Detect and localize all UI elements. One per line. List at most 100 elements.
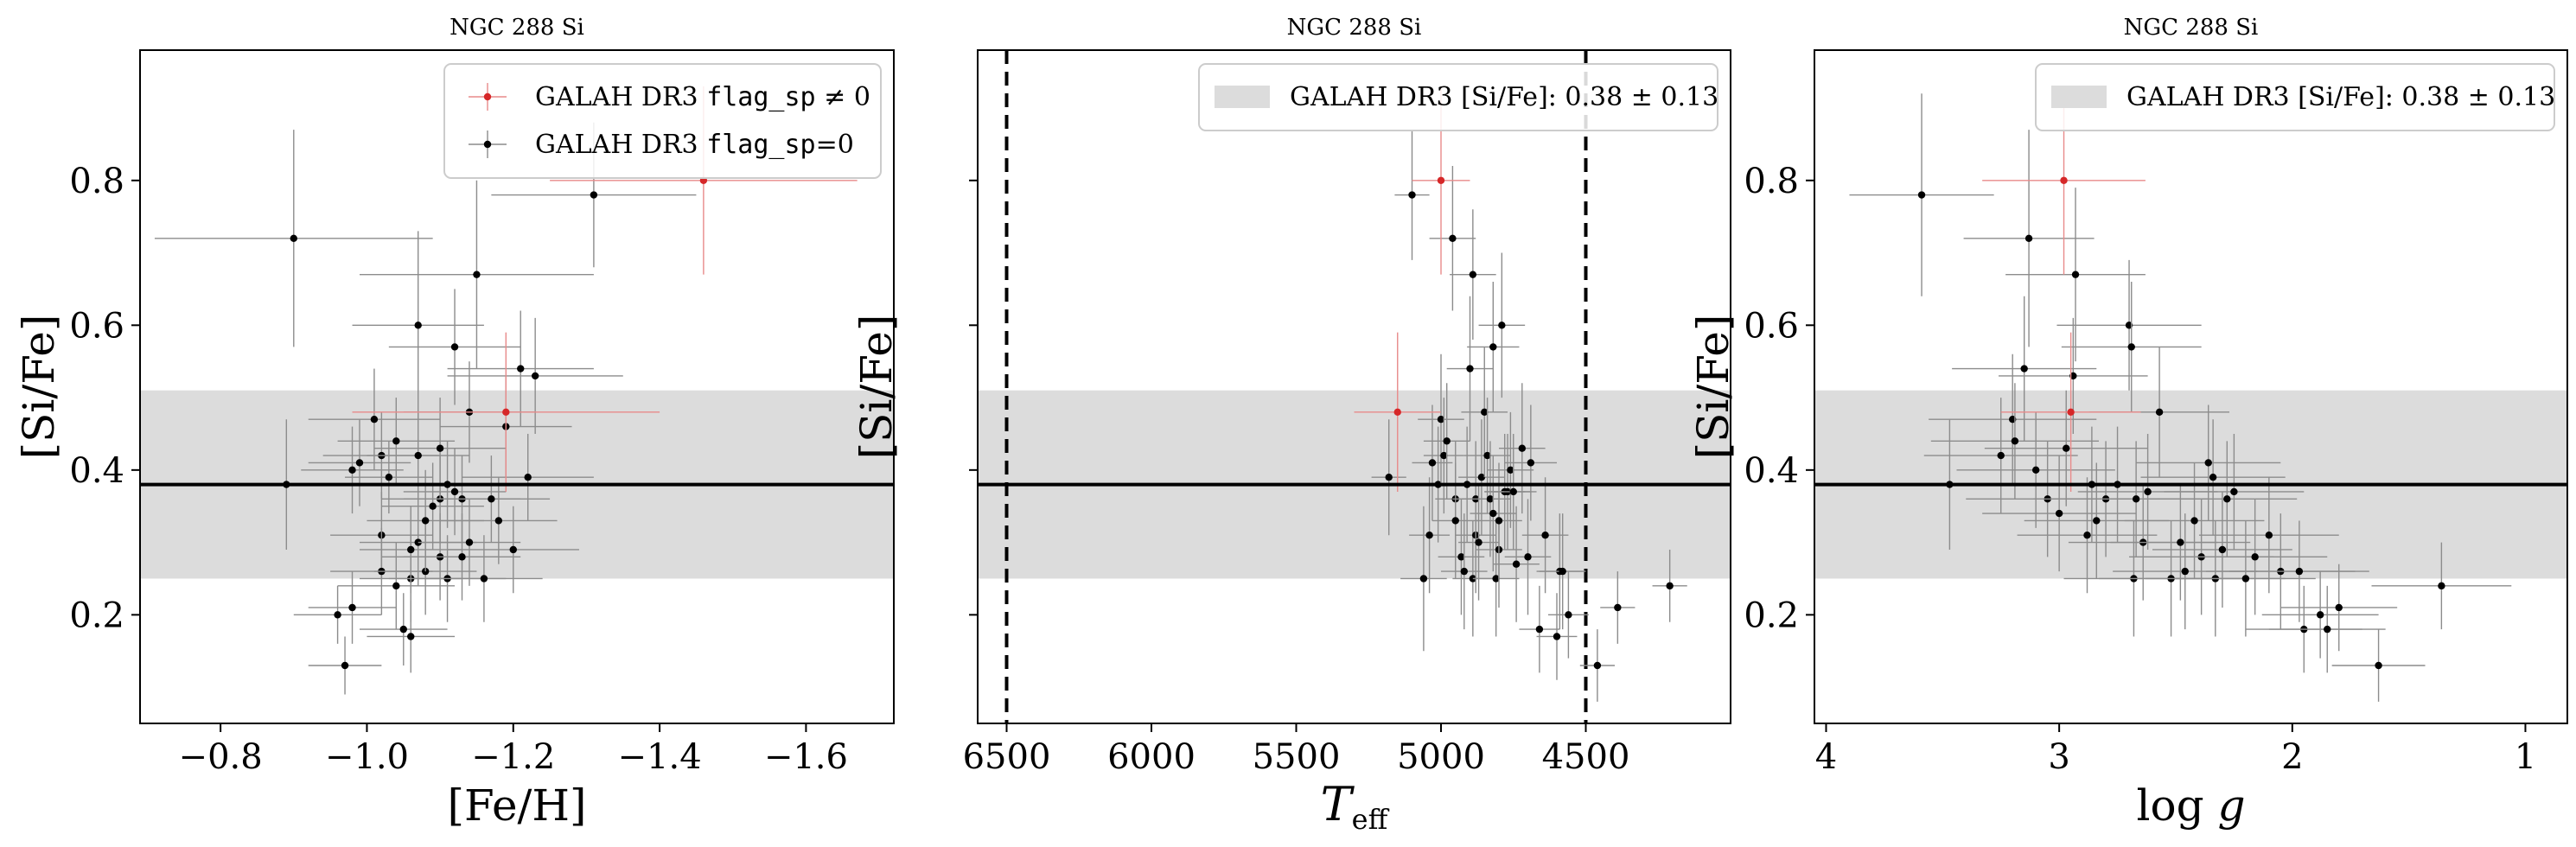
data-marker — [1451, 517, 1459, 525]
legend: GALAH DR3 [Si/Fe]: 0.38 ± 0.13 — [2035, 63, 2555, 131]
data-marker — [1541, 532, 1549, 539]
data-marker — [1565, 611, 1572, 619]
data-marker — [2324, 625, 2331, 634]
data-marker — [429, 502, 437, 510]
x-tick-label: 5000 — [1397, 737, 1485, 777]
star-point — [381, 462, 484, 550]
legend-marker — [483, 140, 492, 149]
data-marker — [1507, 466, 1514, 474]
star-point — [1458, 484, 1499, 601]
star-point — [1489, 433, 1537, 550]
data-marker — [2020, 365, 2028, 373]
data-marker — [1440, 451, 1448, 460]
x-tick-label: −0.8 — [179, 737, 263, 777]
star-point — [1409, 477, 1451, 594]
x-tick-label: −1.2 — [471, 737, 555, 777]
star-point — [1412, 404, 1453, 521]
data-marker — [524, 474, 532, 481]
data-marker — [1492, 575, 1500, 583]
legend-band-swatch — [2051, 86, 2107, 108]
data-marker — [334, 611, 341, 619]
x-axis-label: log g — [2136, 780, 2245, 831]
data-marker — [414, 451, 422, 460]
data-marker — [1559, 567, 1566, 576]
data-marker — [2132, 495, 2140, 503]
data-marker — [2093, 517, 2101, 525]
data-marker — [348, 466, 356, 474]
data-marker — [407, 633, 415, 640]
star-point — [1984, 390, 2148, 506]
flagged-star-point — [352, 332, 660, 492]
data-marker — [2011, 437, 2019, 445]
data-marker — [2316, 611, 2324, 619]
y-tick-label: 0.6 — [69, 306, 124, 346]
y-tick-label: 0.2 — [1744, 595, 1799, 635]
data-marker — [2063, 444, 2070, 452]
legend-entry: GALAH DR3 [Si/Fe]: 0.38 ± 0.13 — [2051, 82, 2555, 112]
star-point — [1478, 252, 1526, 398]
data-marker — [2204, 459, 2212, 467]
star-point — [308, 571, 397, 644]
star-point — [1982, 455, 2137, 572]
y-tick-label: 0.2 — [69, 595, 124, 635]
star-point — [1450, 209, 1496, 341]
y-tick-label: 0.4 — [69, 451, 124, 491]
star-point — [1504, 404, 1557, 521]
x-tick-label: 1 — [2515, 737, 2536, 777]
panel-title: NGC 288 Si — [450, 15, 584, 41]
star-point — [462, 433, 594, 521]
data-marker — [2083, 532, 2091, 539]
data-marker — [414, 322, 422, 329]
data-marker — [1425, 532, 1433, 539]
star-point — [352, 231, 484, 420]
star-point — [1476, 462, 1522, 579]
x-tick-label: −1.6 — [764, 737, 848, 777]
star-point — [1470, 455, 1517, 572]
data-marker — [2127, 343, 2135, 351]
flagged-star-point — [2000, 332, 2141, 492]
y-tick-label: 0.4 — [1744, 451, 1799, 491]
data-marker — [1385, 474, 1393, 481]
data-marker — [517, 365, 525, 373]
data-marker — [1917, 191, 1926, 199]
star-point — [1923, 398, 2078, 514]
data-marker — [2241, 575, 2250, 583]
star-point — [2164, 433, 2305, 550]
star-point — [1470, 441, 1511, 557]
data-marker — [1437, 415, 1445, 424]
legend: GALAH DR3 flag_sp ≠ 0 GALAH DR3 flag_sp=0 — [443, 63, 882, 179]
axes-frame — [139, 49, 895, 724]
data-marker — [531, 372, 539, 380]
data-marker — [2265, 532, 2273, 539]
data-marker — [1553, 633, 1561, 640]
star-point — [1418, 353, 1464, 485]
data-marker — [385, 474, 393, 481]
star-point — [1547, 571, 1589, 659]
star-point — [1438, 499, 1485, 615]
star-point — [308, 636, 382, 695]
data-marker — [494, 517, 503, 525]
star-point — [1499, 383, 1546, 514]
star-point — [1431, 462, 1479, 579]
data-marker — [1498, 322, 1506, 329]
panel-teff: 6500 6000 5500 5000 4500 NGC 288 Si [Si/Fe] Tef… — [851, 15, 1731, 836]
star-point — [1539, 513, 1586, 630]
data-marker — [2209, 474, 2217, 481]
data-marker — [1535, 625, 1544, 634]
data-marker — [473, 271, 481, 278]
data-marker — [1408, 191, 1416, 199]
star-point — [2061, 282, 2202, 412]
star-point — [447, 506, 579, 594]
data-marker — [1489, 509, 1497, 518]
legend-label: GALAH DR3 flag_sp=0 — [535, 130, 854, 160]
star-point — [2268, 585, 2386, 673]
x-axis-label: [Fe/H] — [447, 780, 586, 831]
data-marker — [2071, 271, 2080, 278]
data-marker — [1593, 661, 1602, 670]
data-marker — [1477, 474, 1486, 481]
star-point — [1441, 513, 1488, 630]
x-tick-label: 6500 — [963, 737, 1051, 777]
data-marker — [2067, 408, 2075, 417]
star-point — [308, 368, 441, 470]
